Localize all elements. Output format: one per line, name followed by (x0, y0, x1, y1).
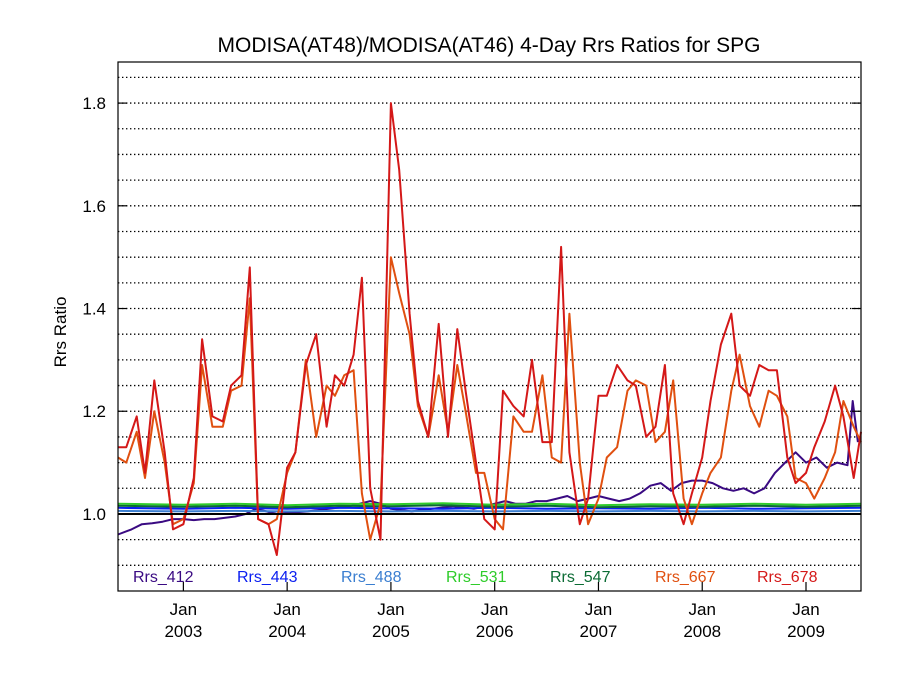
legend-item-rrs-488: Rrs_488 (341, 569, 402, 586)
legend-item-rrs-547: Rrs_547 (550, 569, 611, 586)
series-line-rrs-488 (117, 509, 862, 513)
legend-item-rrs-678: Rrs_678 (757, 569, 818, 586)
y-tick-label: 1.8 (82, 94, 106, 113)
x-tick-month-label: Jan (170, 600, 197, 619)
legend-item-rrs-412: Rrs_412 (133, 569, 194, 586)
chart-title: MODISA(AT48)/MODISA(AT46) 4-Day Rrs Rati… (218, 34, 761, 57)
y-axis-label: Rrs Ratio (51, 297, 70, 368)
x-tick-year-label: 2008 (683, 622, 721, 641)
x-tick-month-label: Jan (377, 600, 404, 619)
series-line-rrs-667 (117, 256, 862, 541)
x-tick-month-label: Jan (792, 600, 819, 619)
y-tick-label: 1.0 (82, 505, 106, 524)
x-tick-year-label: 2003 (164, 622, 202, 641)
x-tick-year-label: 2005 (372, 622, 410, 641)
plot-frame (117, 61, 862, 592)
y-axis-ticks: 1.0 1.2 1.4 1.6 1.8 (82, 94, 861, 524)
legend-item-rrs-531: Rrs_531 (446, 569, 507, 586)
series-line-rrs-531 (117, 502, 862, 507)
series-line-rrs-547 (117, 504, 862, 509)
x-tick-year-label: 2009 (787, 622, 825, 641)
series-line-rrs-443 (117, 506, 862, 510)
x-axis-ticks: Jan 2003 Jan 2004 Jan 2005 Jan 2006 Jan 2007 Jan 20… (164, 582, 825, 641)
y-tick-label: 1.4 (82, 300, 106, 319)
legend-item-rrs-443: Rrs_443 (237, 569, 298, 586)
x-tick-year-label: 2006 (476, 622, 514, 641)
legend: Rrs_412 Rrs_443 Rrs_488 Rrs_531 Rrs_547 Rrs_6… (133, 569, 818, 586)
x-tick-month-label: Jan (689, 600, 716, 619)
y-tick-label: 1.6 (82, 197, 106, 216)
x-tick-month-label: Jan (481, 600, 508, 619)
x-tick-year-label: 2004 (268, 622, 306, 641)
x-tick-year-label: 2007 (580, 622, 618, 641)
series-line-rrs-678 (118, 102, 862, 556)
series-lines (117, 102, 862, 556)
x-tick-month-label: Jan (273, 600, 300, 619)
y-tick-label: 1.2 (82, 402, 106, 421)
series-line-rrs-412 (117, 400, 859, 536)
legend-item-rrs-667: Rrs_667 (655, 569, 716, 586)
x-tick-month-label: Jan (585, 600, 612, 619)
